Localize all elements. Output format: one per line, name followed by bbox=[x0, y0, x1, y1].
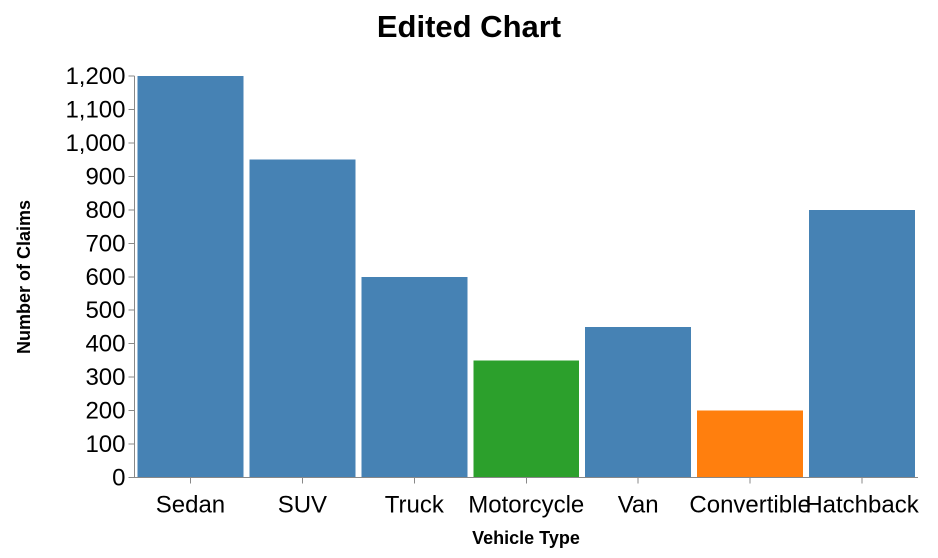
y-tick-label: 500 bbox=[85, 297, 125, 324]
y-tick-label: 300 bbox=[85, 364, 125, 391]
x-axis-title: Vehicle Type bbox=[472, 528, 580, 548]
y-tick-label: 1,100 bbox=[65, 96, 125, 123]
y-axis: 0 100 200 300 400 500 600 700 800 900 1,000 1,100 1,… bbox=[65, 63, 135, 492]
x-tick-label: SUV bbox=[278, 492, 327, 519]
bar-convertible bbox=[697, 410, 804, 478]
y-tick-label: 1,000 bbox=[65, 130, 125, 157]
bar-motorcycle bbox=[473, 360, 580, 478]
x-tick-label: Truck bbox=[385, 492, 445, 519]
x-axis: Sedan SUV Truck Motorcycle Van ConvertibleHat… bbox=[134, 477, 920, 519]
y-tick-label: 400 bbox=[85, 331, 125, 358]
x-tick-label: Hatchback bbox=[805, 492, 919, 519]
y-axis-title: Number of Claims bbox=[14, 200, 34, 354]
bars-group bbox=[137, 76, 915, 478]
bar-hatchback bbox=[809, 209, 915, 478]
x-tick-label: Sedan bbox=[156, 492, 225, 519]
y-tick-label: 1,200 bbox=[65, 63, 125, 90]
y-tick-label: 900 bbox=[85, 163, 125, 190]
y-tick-label: 600 bbox=[85, 264, 125, 291]
x-tick-label: Convertible bbox=[689, 492, 810, 519]
x-tick-label: Motorcycle bbox=[468, 492, 584, 519]
bar-truck bbox=[361, 276, 468, 478]
x-tick-label: Van bbox=[618, 492, 659, 519]
y-tick-label: 0 bbox=[112, 465, 125, 492]
y-tick-label: 700 bbox=[85, 230, 125, 257]
bar-van bbox=[585, 326, 692, 478]
y-tick-label: 100 bbox=[85, 431, 125, 458]
chart-title: Edited Chart bbox=[377, 9, 561, 44]
bar-suv bbox=[249, 159, 356, 478]
bar-sedan bbox=[137, 76, 244, 478]
y-tick-label: 200 bbox=[85, 398, 125, 425]
y-tick-label: 800 bbox=[85, 197, 125, 224]
